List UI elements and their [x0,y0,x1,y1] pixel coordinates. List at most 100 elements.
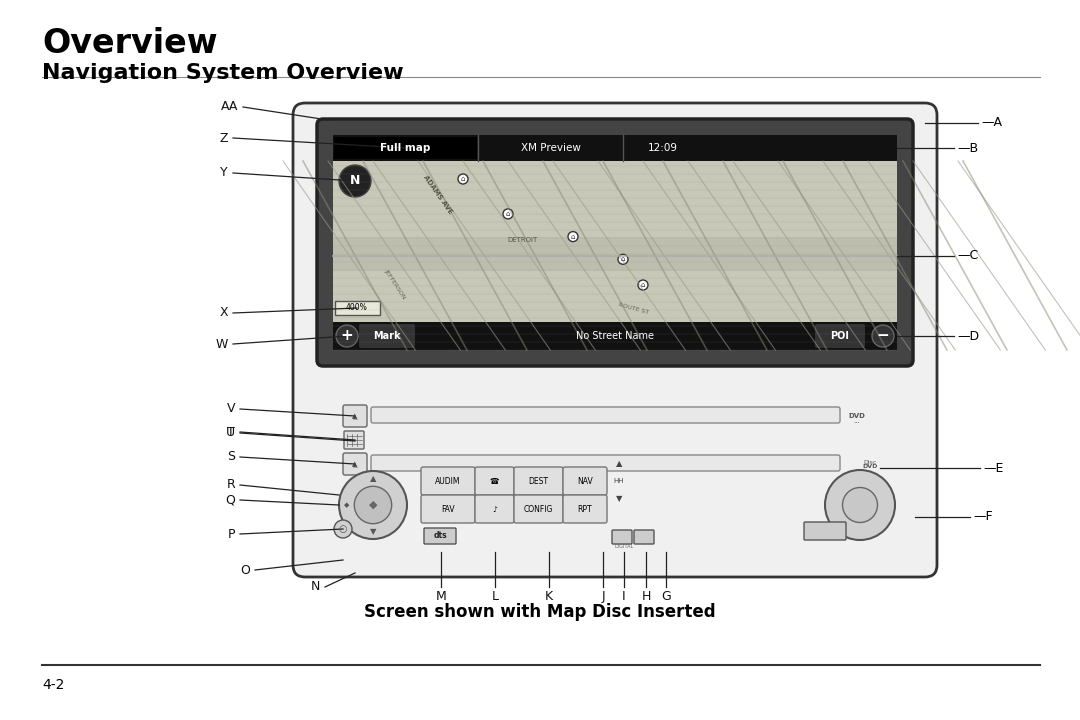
Text: ▲: ▲ [616,459,622,469]
Circle shape [825,470,895,540]
Text: Overview: Overview [42,27,218,60]
Text: ···: ··· [867,469,873,474]
Bar [333,135,897,161]
Text: R: R [226,479,235,492]
Text: 4-2: 4-2 [42,678,65,692]
Text: W: W [216,338,228,351]
Circle shape [339,471,407,539]
Text: K: K [545,590,553,603]
Text: ◆: ◆ [368,500,377,510]
Text: AUDIM: AUDIM [435,477,461,485]
Text: X: X [219,307,228,320]
Text: ⌂: ⌂ [621,256,625,262]
FancyBboxPatch shape [804,522,846,540]
Text: —B: —B [957,142,978,155]
Text: No Street Name: No Street Name [576,331,654,341]
FancyBboxPatch shape [372,407,840,423]
FancyBboxPatch shape [421,495,475,523]
Text: Z: Z [219,132,228,145]
Text: Mark: Mark [374,331,401,341]
FancyBboxPatch shape [475,495,514,523]
Circle shape [618,254,627,264]
FancyBboxPatch shape [421,467,475,495]
Text: 400%: 400% [346,304,368,312]
Text: ▲: ▲ [352,461,357,467]
Bar [333,135,897,350]
FancyBboxPatch shape [475,467,514,495]
Text: DETROIT: DETROIT [508,238,538,243]
Text: I: I [622,590,625,603]
Text: J: J [602,590,605,603]
Text: XM Preview: XM Preview [521,143,581,153]
Text: O: O [240,564,249,577]
Circle shape [568,232,578,242]
FancyBboxPatch shape [563,495,607,523]
FancyBboxPatch shape [343,405,367,427]
Text: ▲: ▲ [369,474,376,483]
Text: S: S [227,451,235,464]
Text: ▼: ▼ [369,527,376,536]
Text: CONFIG: CONFIG [524,505,553,513]
Text: H: H [642,590,650,603]
FancyBboxPatch shape [318,119,913,366]
Text: ○: ○ [339,524,348,534]
Text: NAV: NAV [577,477,593,485]
Circle shape [842,487,877,523]
FancyBboxPatch shape [345,431,364,449]
Text: —: — [352,466,357,470]
Bar [333,322,897,350]
Circle shape [354,486,392,523]
Text: ⌂: ⌂ [570,233,576,240]
Text: G: G [661,590,671,603]
Text: Screen shown with Map Disc Inserted: Screen shown with Map Disc Inserted [364,603,716,621]
FancyBboxPatch shape [612,530,632,544]
Text: U: U [226,426,235,439]
Text: ···: ··· [853,420,861,426]
Text: —E: —E [983,462,1003,474]
Text: —F: —F [973,510,993,523]
Text: M: M [435,590,446,603]
FancyBboxPatch shape [359,324,415,348]
Circle shape [336,325,357,347]
Text: ROUTE ST: ROUTE ST [618,302,649,315]
Bar [334,137,477,159]
Text: DEST: DEST [528,477,549,485]
Text: ◆: ◆ [343,502,349,508]
Text: DVD: DVD [849,413,865,419]
FancyBboxPatch shape [815,324,865,348]
Text: —D: —D [957,330,980,343]
Text: DIGITAL: DIGITAL [615,544,634,549]
FancyBboxPatch shape [293,103,937,577]
Text: N: N [311,580,320,593]
Text: POI: POI [831,331,850,341]
Text: ♪: ♪ [492,505,497,513]
Text: N: N [350,174,361,187]
Circle shape [339,165,372,197]
Text: L: L [491,590,499,603]
Text: dts: dts [433,531,447,541]
Text: ☎: ☎ [489,477,499,485]
Text: ⌂: ⌂ [461,176,465,182]
FancyBboxPatch shape [514,495,563,523]
Circle shape [458,174,468,184]
Circle shape [638,280,648,290]
FancyBboxPatch shape [563,467,607,495]
FancyBboxPatch shape [372,455,840,471]
Text: T: T [227,426,235,438]
Circle shape [503,209,513,219]
Text: FAV: FAV [442,505,455,513]
Text: —C: —C [957,249,978,262]
Text: +: + [340,328,353,343]
Text: Navigation System Overview: Navigation System Overview [42,63,404,83]
Text: Q: Q [225,493,235,506]
Text: Disc: Disc [863,459,877,464]
Text: −: − [877,328,889,343]
Text: ▼: ▼ [616,495,622,503]
Text: P: P [228,528,235,541]
FancyBboxPatch shape [514,467,563,495]
Text: ▲: ▲ [352,413,357,419]
Text: ⌂: ⌂ [505,211,510,217]
Text: Full map: Full map [380,143,430,153]
Text: HH: HH [613,478,624,484]
Text: Y: Y [220,166,228,179]
